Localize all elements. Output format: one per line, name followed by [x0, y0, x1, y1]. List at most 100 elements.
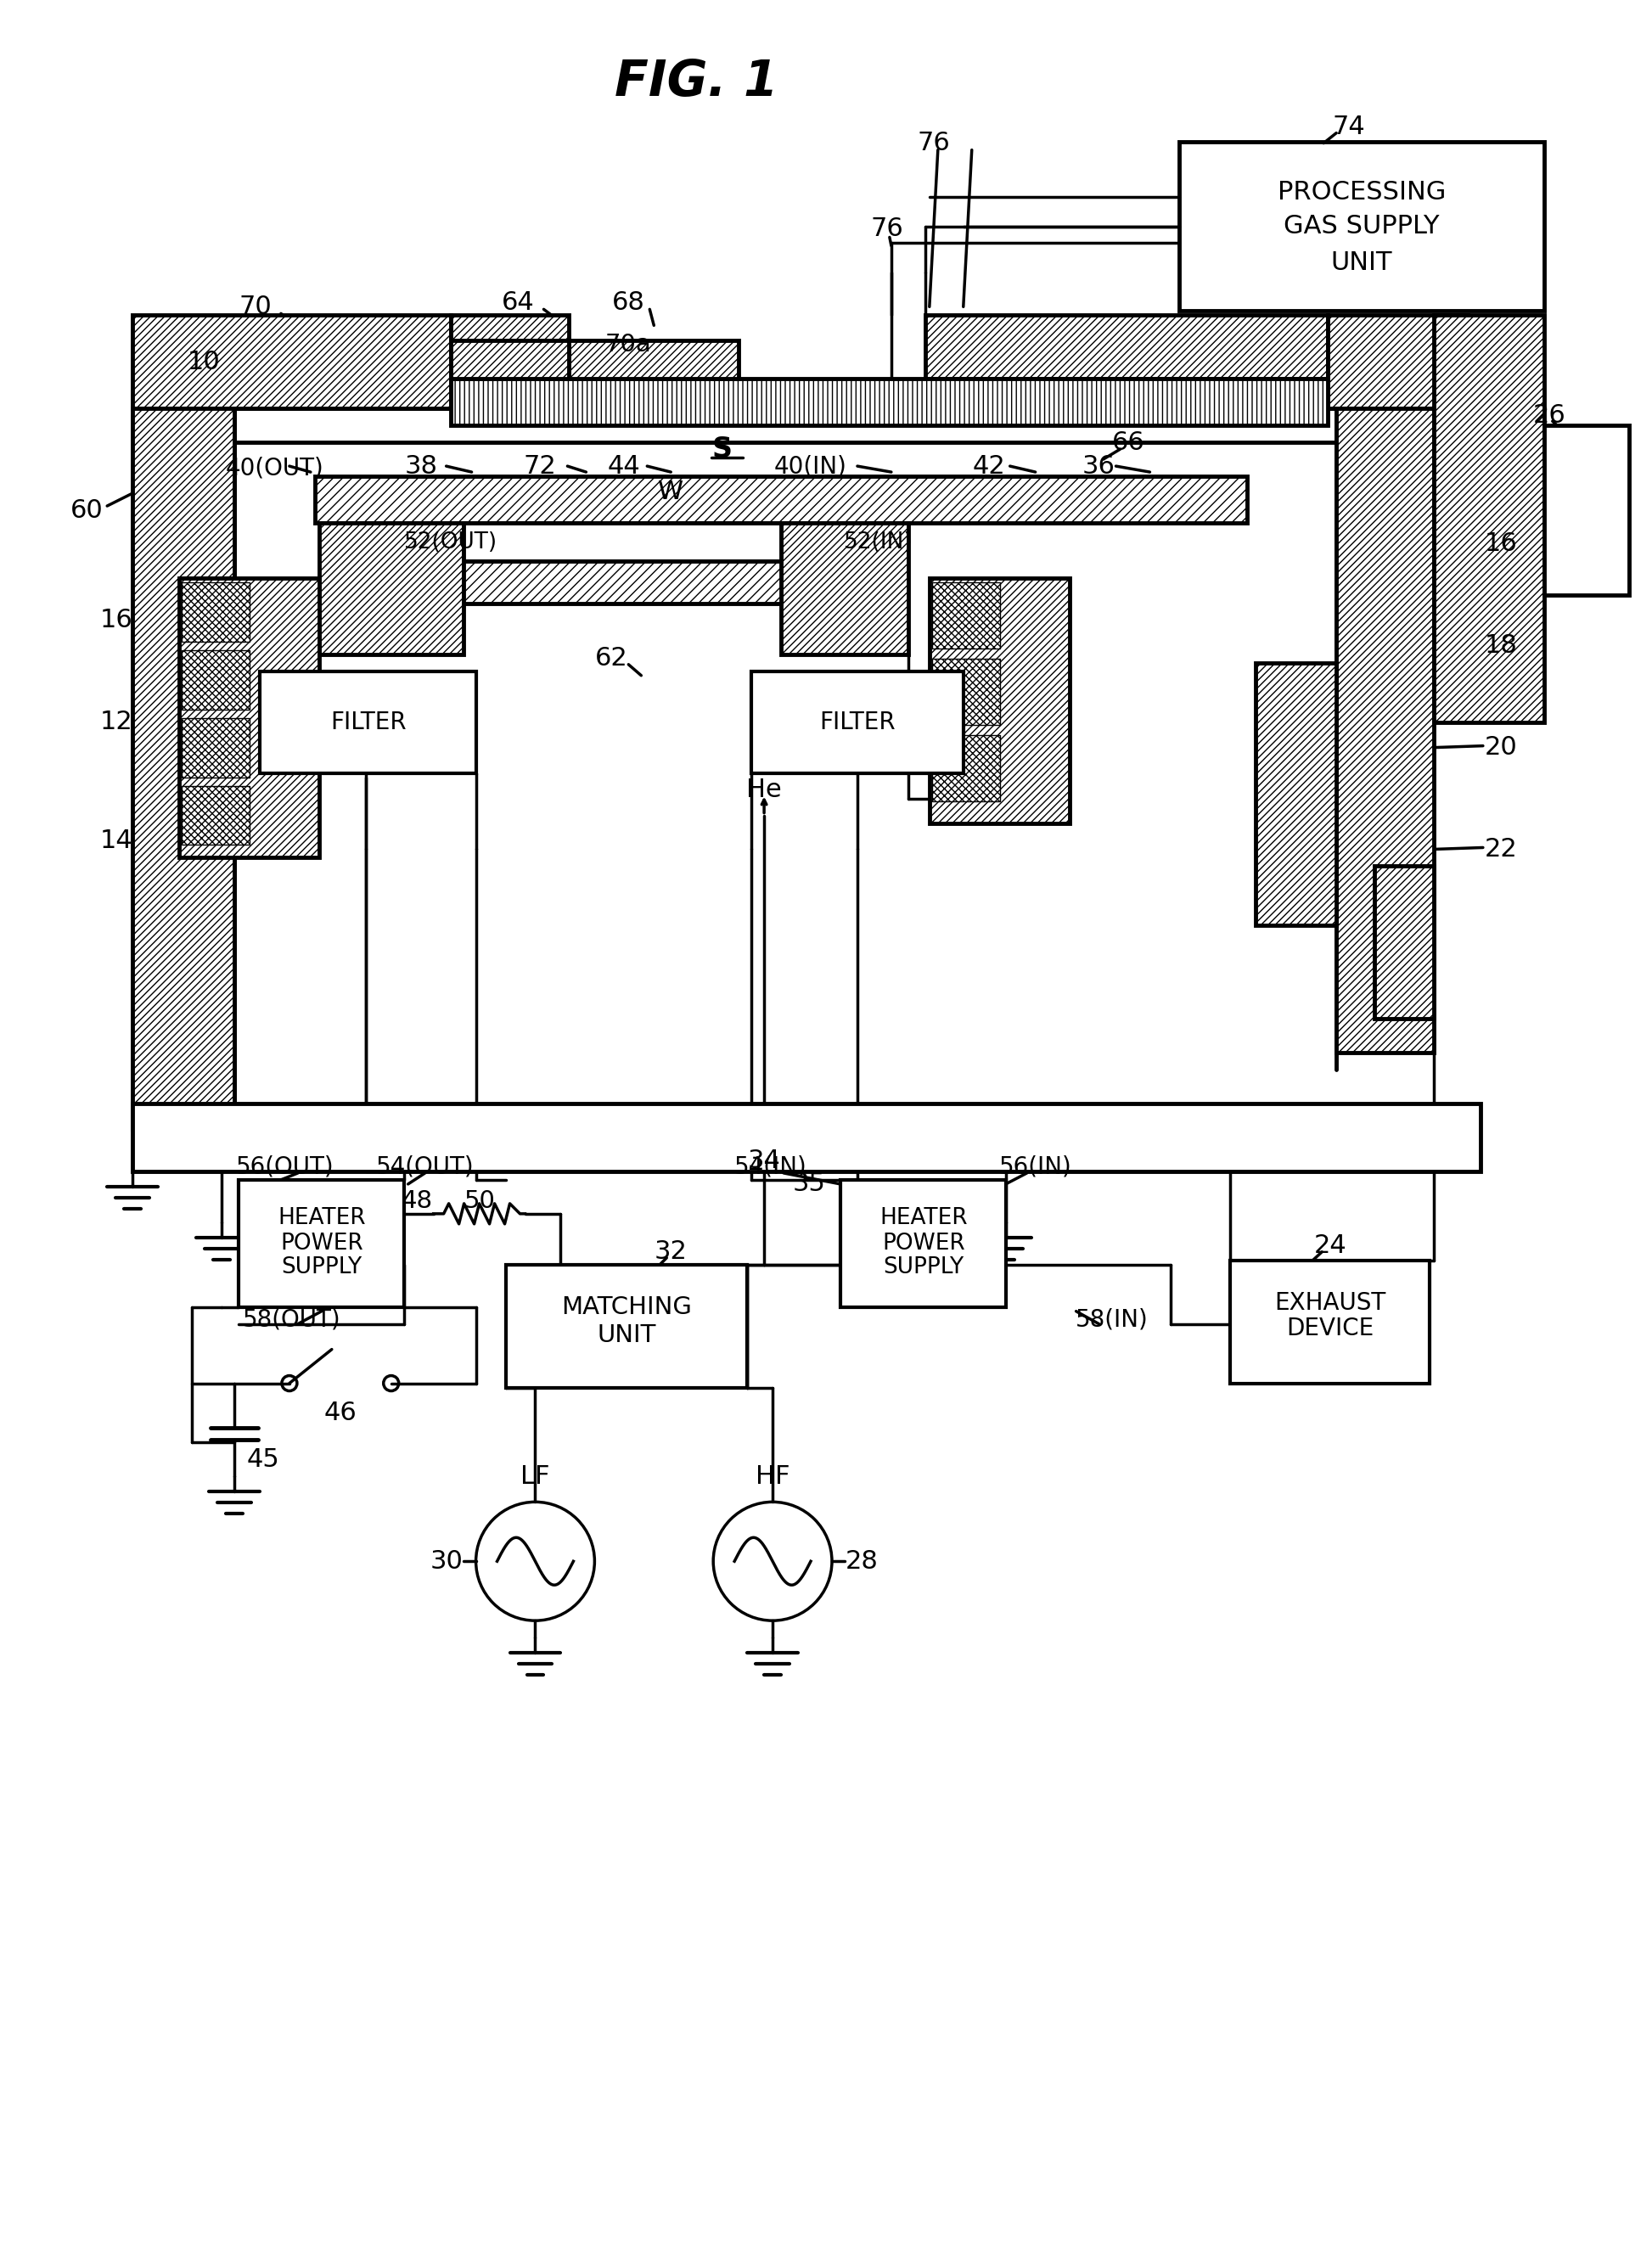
Text: GAS SUPPLY: GAS SUPPLY [1284, 213, 1439, 238]
Text: HEATER: HEATER [278, 1208, 365, 1228]
Bar [451, 379, 1328, 426]
Text: W: W [657, 480, 684, 504]
Text: 20: 20 [1485, 735, 1518, 760]
Text: 56(IN): 56(IN) [999, 1156, 1072, 1179]
Text: 12: 12 [99, 710, 132, 735]
Bar [132, 316, 451, 408]
Bar [463, 560, 781, 603]
Bar [1545, 426, 1629, 594]
Bar [132, 1103, 1480, 1172]
Text: 24: 24 [1313, 1233, 1346, 1257]
Text: 45: 45 [248, 1448, 279, 1472]
Text: LF: LF [520, 1463, 550, 1488]
Text: 10: 10 [188, 350, 221, 374]
Text: DEVICE: DEVICE [1287, 1315, 1374, 1340]
Bar [316, 477, 1247, 522]
Text: He: He [747, 778, 781, 802]
Bar [925, 316, 1328, 379]
Bar [781, 522, 909, 654]
Bar [1434, 316, 1545, 722]
Bar [182, 717, 249, 778]
Text: 70a: 70a [605, 334, 653, 356]
Bar [319, 522, 463, 654]
Bar [451, 316, 570, 379]
Bar [1336, 408, 1434, 1053]
Text: 46: 46 [324, 1401, 357, 1425]
Text: 38: 38 [405, 455, 438, 477]
Text: 16: 16 [99, 607, 132, 632]
Bar [463, 522, 781, 560]
Bar [182, 787, 249, 845]
Text: 36: 36 [1082, 455, 1115, 477]
Bar [235, 408, 1336, 441]
Bar [451, 341, 570, 379]
Text: HF: HF [755, 1463, 790, 1488]
Text: 58(IN): 58(IN) [1075, 1309, 1148, 1331]
Text: 32: 32 [654, 1239, 687, 1264]
Text: 28: 28 [846, 1549, 879, 1573]
Text: 35: 35 [793, 1172, 826, 1197]
Bar [1256, 663, 1336, 926]
Bar [841, 1179, 1006, 1307]
Bar [132, 408, 235, 1129]
Bar [1180, 141, 1545, 311]
Bar [238, 1179, 403, 1307]
Text: EXHAUST: EXHAUST [1275, 1291, 1386, 1315]
Text: 72: 72 [524, 455, 557, 477]
Text: 54(IN): 54(IN) [735, 1156, 808, 1179]
Text: 76: 76 [871, 217, 904, 242]
Text: 16: 16 [1485, 531, 1518, 556]
Bar [932, 735, 999, 800]
Text: 60: 60 [69, 498, 102, 522]
Bar [506, 1264, 747, 1387]
Bar [182, 650, 249, 710]
Text: 56(OUT): 56(OUT) [236, 1156, 334, 1179]
Text: S: S [712, 435, 732, 464]
Text: 50: 50 [464, 1190, 496, 1212]
Bar [182, 583, 249, 641]
Text: POWER: POWER [882, 1233, 965, 1255]
Text: 70: 70 [240, 294, 273, 318]
Text: PROCESSING: PROCESSING [1277, 179, 1446, 204]
Text: 62: 62 [595, 645, 628, 670]
Text: 30: 30 [430, 1549, 463, 1573]
Text: 52(OUT): 52(OUT) [403, 531, 497, 554]
Text: 54(OUT): 54(OUT) [377, 1156, 474, 1179]
Text: 26: 26 [1533, 403, 1566, 428]
Bar [932, 659, 999, 724]
Text: SUPPLY: SUPPLY [281, 1257, 362, 1277]
Text: 52(IN): 52(IN) [844, 531, 914, 554]
Bar [1231, 1259, 1429, 1383]
Text: UNIT: UNIT [1332, 251, 1393, 276]
Bar [930, 578, 1069, 825]
Text: 64: 64 [502, 289, 535, 314]
Bar [259, 672, 476, 773]
Text: 40(IN): 40(IN) [775, 455, 847, 477]
Text: UNIT: UNIT [598, 1322, 656, 1347]
Text: 66: 66 [1112, 430, 1145, 455]
Text: 74: 74 [1333, 114, 1366, 139]
Text: 40(OUT): 40(OUT) [226, 455, 324, 480]
Bar [752, 672, 963, 773]
Text: POWER: POWER [281, 1233, 363, 1255]
Text: SUPPLY: SUPPLY [884, 1257, 963, 1277]
Bar [1328, 316, 1467, 408]
Text: FIG. 1: FIG. 1 [615, 58, 778, 105]
Bar [1374, 867, 1434, 1020]
Text: FILTER: FILTER [330, 710, 406, 735]
Text: FILTER: FILTER [819, 710, 895, 735]
Bar [178, 578, 319, 858]
Text: 42: 42 [973, 455, 1004, 477]
Text: 76: 76 [917, 130, 950, 155]
Text: 14: 14 [99, 829, 132, 854]
Text: 48: 48 [401, 1190, 433, 1212]
Text: 22: 22 [1485, 836, 1518, 861]
Text: HEATER: HEATER [879, 1208, 968, 1228]
Text: 44: 44 [608, 455, 641, 477]
Text: MATCHING: MATCHING [562, 1295, 692, 1320]
Text: 68: 68 [611, 289, 644, 314]
Bar [932, 583, 999, 648]
Text: 34: 34 [748, 1150, 781, 1174]
Bar [570, 341, 738, 379]
Text: 58(OUT): 58(OUT) [243, 1309, 340, 1331]
